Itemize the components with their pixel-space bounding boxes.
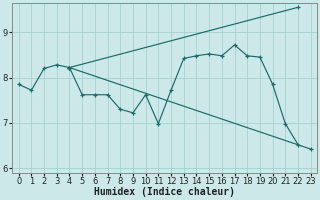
X-axis label: Humidex (Indice chaleur): Humidex (Indice chaleur) (94, 187, 235, 197)
